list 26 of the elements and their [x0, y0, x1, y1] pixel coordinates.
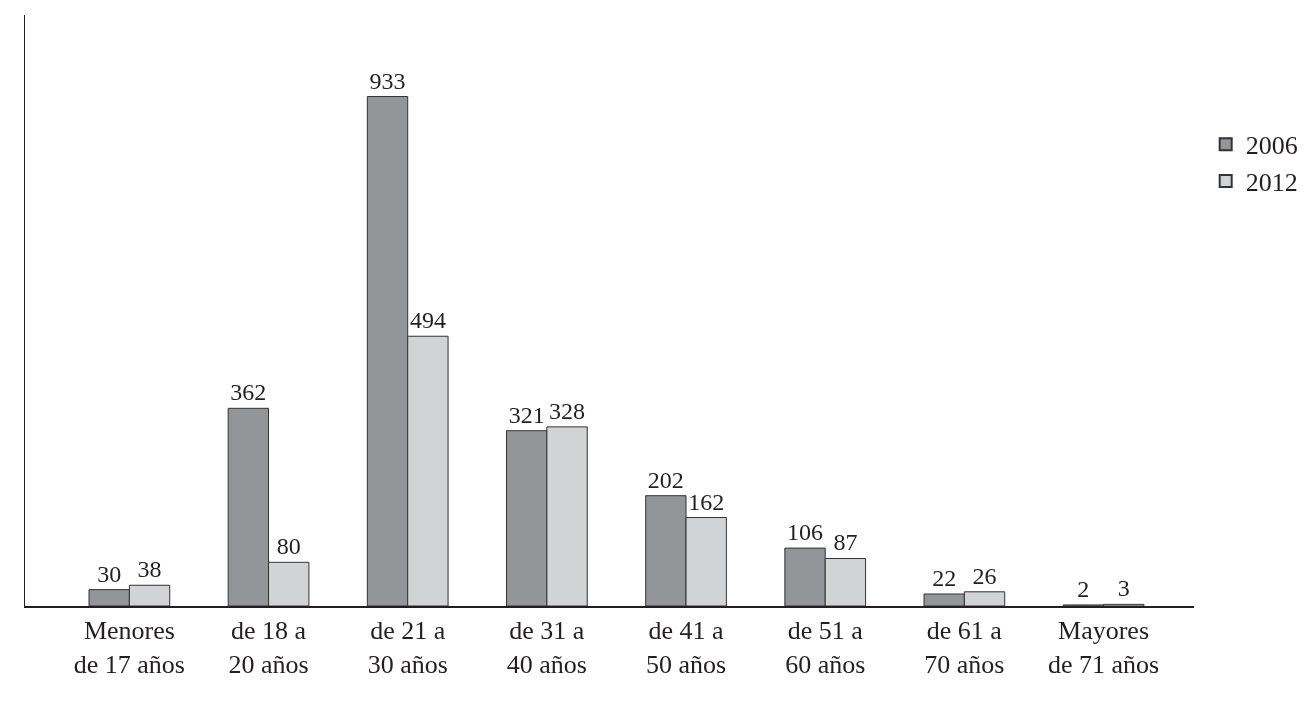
x-tick-label: de 61 a 70 años	[924, 616, 1005, 679]
x-tick-label: de 31 a 40 años	[506, 616, 587, 679]
data-label: 494	[409, 307, 446, 334]
x-tick-label: de 41 a 50 años	[645, 616, 727, 679]
data-label: 3	[1117, 575, 1130, 602]
data-label: 87	[833, 529, 858, 556]
data-label: 202	[647, 466, 684, 493]
data-label: 328	[549, 397, 586, 424]
data-label: 362	[230, 379, 267, 406]
data-label: 26	[972, 562, 997, 589]
x-tick-label: Menores de 17 años	[73, 616, 185, 679]
x-tick-label: de 21 a 30 años	[367, 616, 448, 679]
data-label: 38	[137, 556, 162, 583]
x-tick-label: de 18 a 20 años	[228, 616, 309, 679]
data-label: 80	[276, 533, 301, 560]
data-label: 2	[1077, 575, 1090, 602]
data-label: 30	[97, 560, 122, 587]
data-label: 933	[369, 67, 406, 94]
x-tick-label: de 51 a 60 años	[785, 616, 866, 679]
legend-label: 2012	[1245, 168, 1298, 198]
legend-label: 2006	[1245, 131, 1298, 161]
data-label: 22	[932, 564, 957, 591]
data-label: 162	[688, 488, 725, 515]
data-label: 321	[508, 401, 545, 428]
data-label: 106	[787, 519, 824, 546]
x-tick-label: Mayores de 71 años	[1047, 616, 1160, 679]
